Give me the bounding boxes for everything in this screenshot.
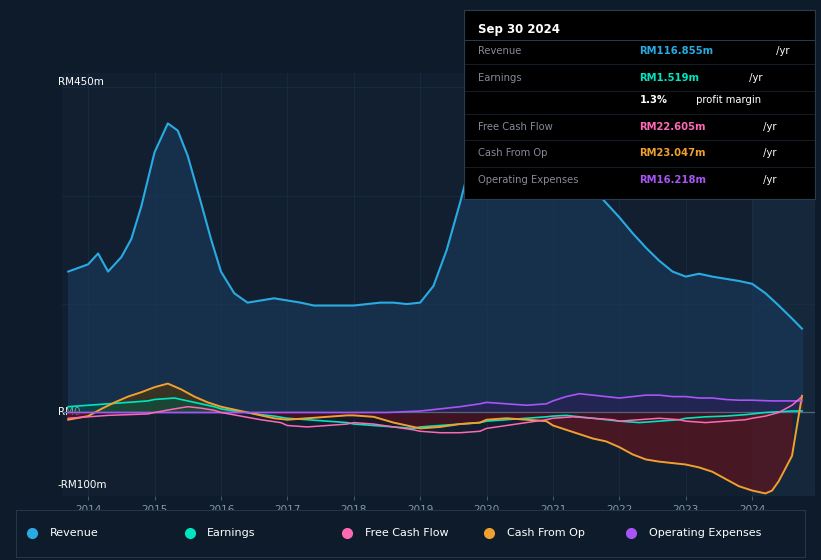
Text: /yr: /yr xyxy=(759,148,776,158)
Text: Earnings: Earnings xyxy=(478,73,521,83)
Text: RM0: RM0 xyxy=(57,408,80,418)
Text: profit margin: profit margin xyxy=(693,95,761,105)
Text: /yr: /yr xyxy=(759,122,776,132)
Text: RM450m: RM450m xyxy=(57,77,103,87)
Text: -RM100m: -RM100m xyxy=(57,480,108,490)
Text: Revenue: Revenue xyxy=(478,46,521,56)
Text: Operating Expenses: Operating Expenses xyxy=(649,529,761,538)
Bar xyxy=(752,73,815,496)
Text: RM16.218m: RM16.218m xyxy=(640,175,707,185)
Text: /yr: /yr xyxy=(773,46,790,56)
Text: /yr: /yr xyxy=(759,175,776,185)
Text: Operating Expenses: Operating Expenses xyxy=(478,175,579,185)
Text: RM22.605m: RM22.605m xyxy=(640,122,706,132)
Text: RM116.855m: RM116.855m xyxy=(640,46,713,56)
Text: RM23.047m: RM23.047m xyxy=(640,148,706,158)
Text: /yr: /yr xyxy=(746,73,763,83)
Text: Earnings: Earnings xyxy=(207,529,255,538)
Text: RM1.519m: RM1.519m xyxy=(640,73,699,83)
Text: Free Cash Flow: Free Cash Flow xyxy=(478,122,553,132)
Text: Cash From Op: Cash From Op xyxy=(507,529,585,538)
Text: Cash From Op: Cash From Op xyxy=(478,148,548,158)
Text: Free Cash Flow: Free Cash Flow xyxy=(365,529,448,538)
Text: Revenue: Revenue xyxy=(49,529,99,538)
Text: Sep 30 2024: Sep 30 2024 xyxy=(478,23,560,36)
Text: 1.3%: 1.3% xyxy=(640,95,667,105)
